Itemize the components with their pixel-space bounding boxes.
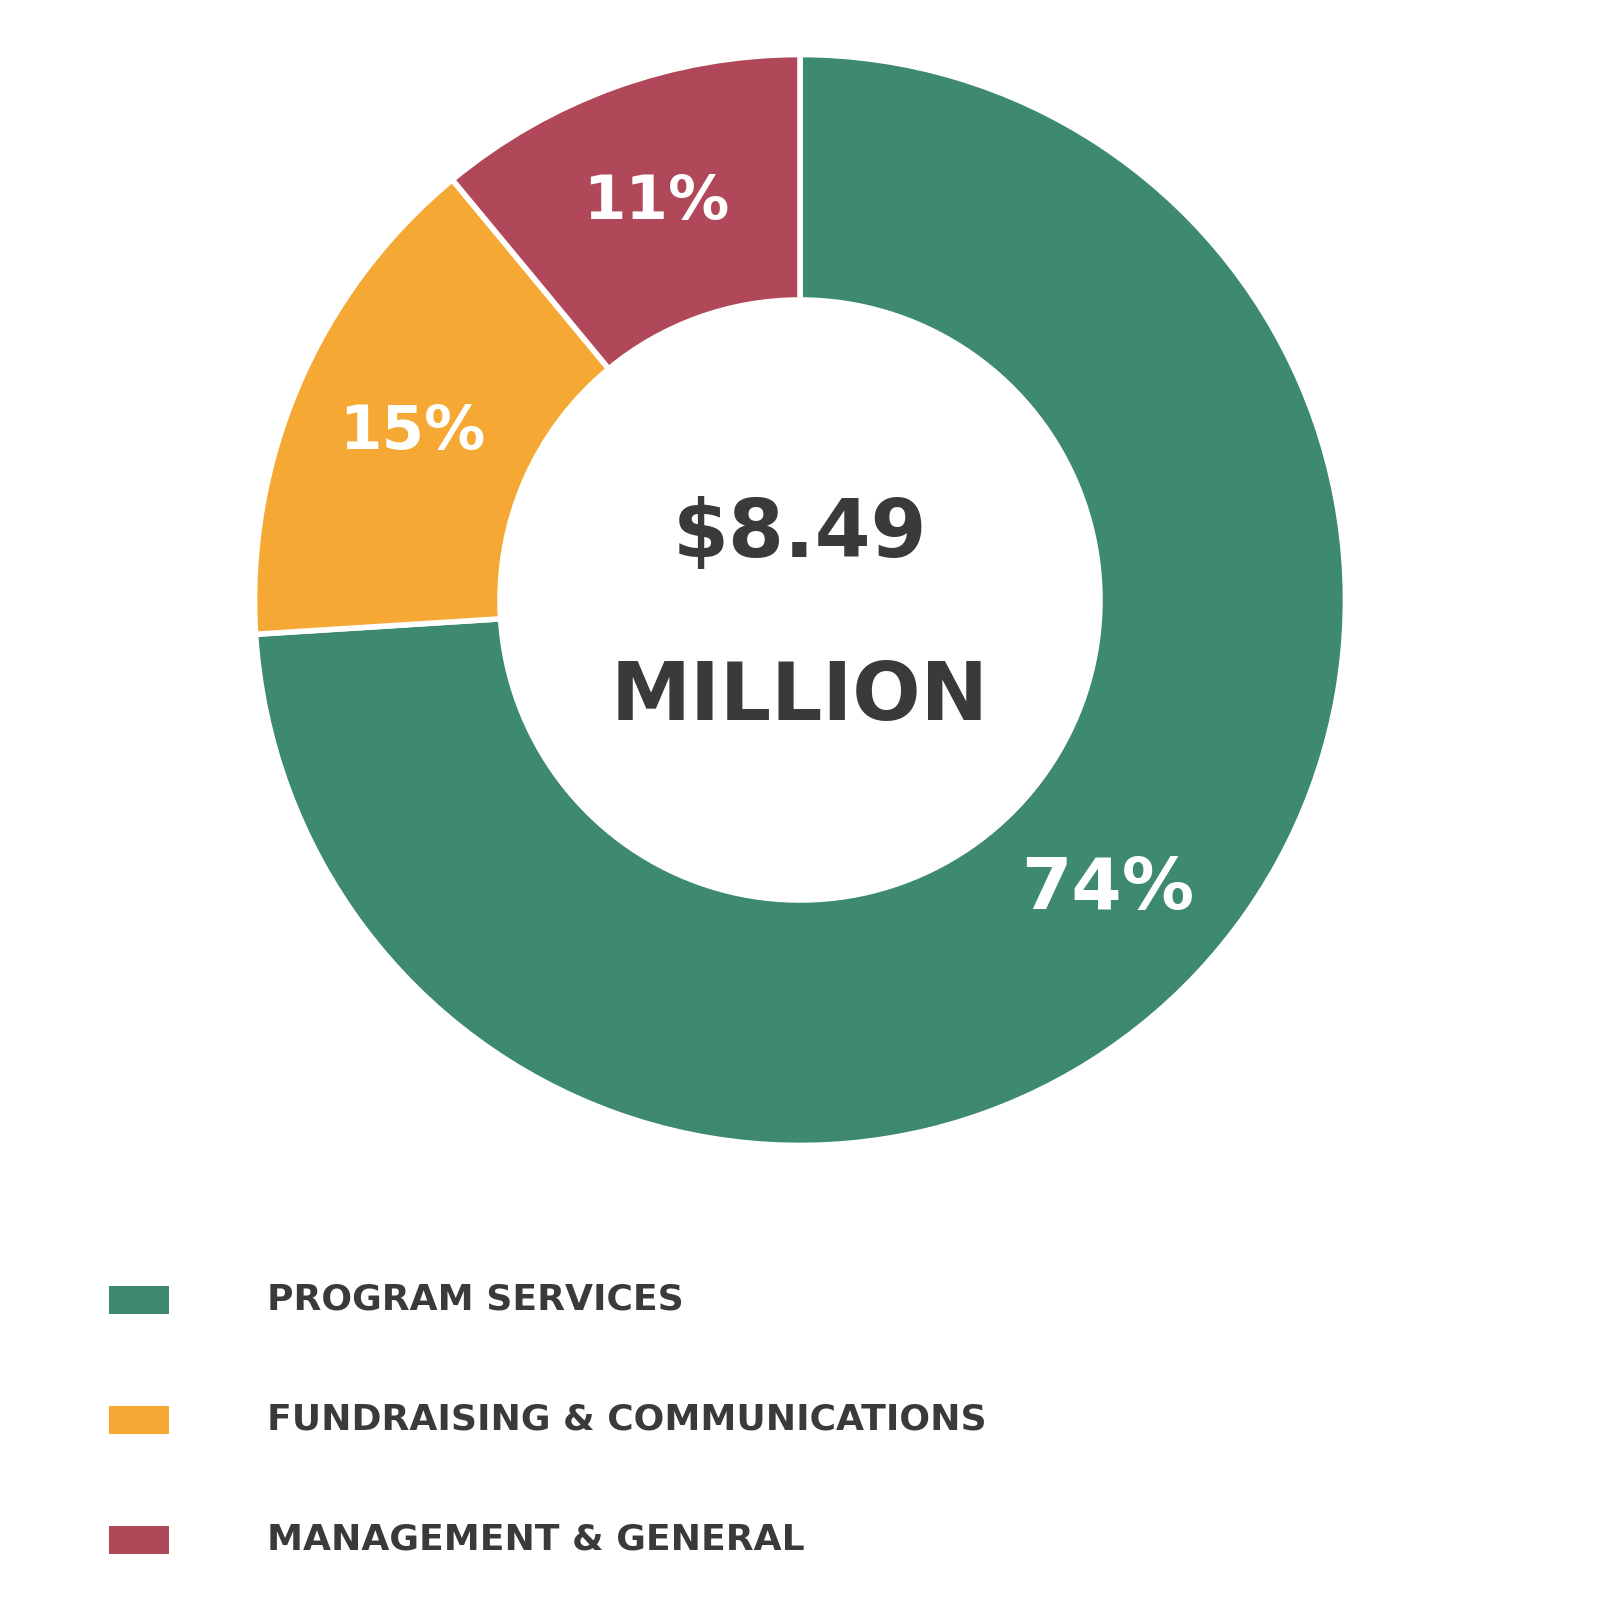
Wedge shape [254, 179, 608, 634]
Text: 74%: 74% [1021, 854, 1195, 923]
FancyBboxPatch shape [109, 1526, 170, 1554]
Text: MILLION: MILLION [611, 659, 989, 738]
Wedge shape [453, 54, 800, 370]
Text: PROGRAM SERVICES: PROGRAM SERVICES [267, 1283, 683, 1317]
FancyBboxPatch shape [109, 1406, 170, 1434]
Text: MANAGEMENT & GENERAL: MANAGEMENT & GENERAL [267, 1523, 805, 1557]
FancyBboxPatch shape [109, 1286, 170, 1314]
Text: FUNDRAISING & COMMUNICATIONS: FUNDRAISING & COMMUNICATIONS [267, 1403, 987, 1437]
Text: $8.49: $8.49 [672, 496, 928, 573]
Wedge shape [256, 54, 1346, 1146]
Text: 15%: 15% [339, 403, 485, 462]
Text: 11%: 11% [584, 173, 730, 232]
